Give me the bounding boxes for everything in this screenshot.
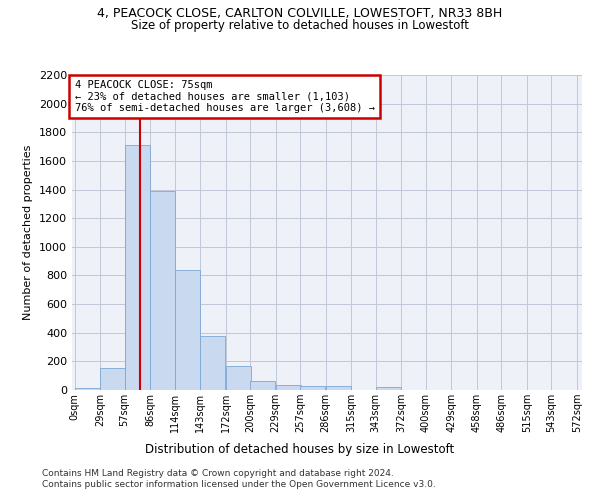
Text: Size of property relative to detached houses in Lowestoft: Size of property relative to detached ho… <box>131 18 469 32</box>
Bar <box>376 387 401 390</box>
Y-axis label: Number of detached properties: Number of detached properties <box>23 145 34 320</box>
Text: Contains HM Land Registry data © Crown copyright and database right 2024.: Contains HM Land Registry data © Crown c… <box>42 468 394 477</box>
Bar <box>326 386 351 390</box>
Text: 4, PEACOCK CLOSE, CARLTON COLVILLE, LOWESTOFT, NR33 8BH: 4, PEACOCK CLOSE, CARLTON COLVILLE, LOWE… <box>97 8 503 20</box>
Bar <box>175 270 200 390</box>
Bar <box>150 191 175 390</box>
Bar <box>100 368 125 390</box>
Bar <box>250 380 275 390</box>
Bar <box>125 145 149 390</box>
Text: Contains public sector information licensed under the Open Government Licence v3: Contains public sector information licen… <box>42 480 436 489</box>
Bar <box>74 388 100 390</box>
Text: Distribution of detached houses by size in Lowestoft: Distribution of detached houses by size … <box>145 442 455 456</box>
Bar <box>300 386 325 390</box>
Bar <box>275 385 301 390</box>
Bar <box>200 336 225 390</box>
Bar <box>226 366 251 390</box>
Text: 4 PEACOCK CLOSE: 75sqm
← 23% of detached houses are smaller (1,103)
76% of semi-: 4 PEACOCK CLOSE: 75sqm ← 23% of detached… <box>74 80 374 113</box>
